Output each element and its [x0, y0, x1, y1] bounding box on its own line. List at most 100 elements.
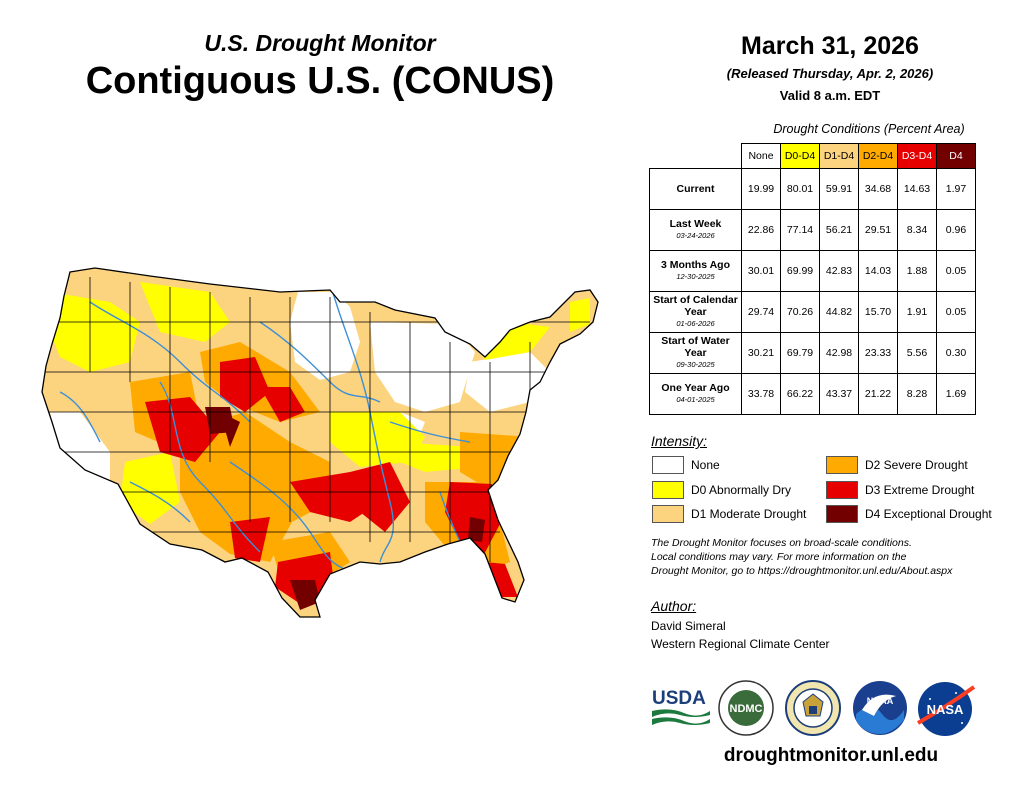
legend-swatch-d4 [826, 505, 858, 523]
table-cell: 19.99 [741, 168, 781, 210]
table-cell: 66.22 [780, 373, 820, 415]
row-label: One Year Ago 04-01-2025 [649, 373, 742, 415]
table-row: One Year Ago 04-01-2025 33.78 66.22 43.37 21.… [649, 373, 976, 415]
row-date: 01-06-2026 [676, 319, 715, 328]
row-label: Start of Calendar Year 01-06-2026 [649, 291, 742, 333]
row-label-text: Last Week [669, 218, 722, 230]
table-cell: 1.91 [897, 291, 937, 333]
legend-swatch-d3 [826, 481, 858, 499]
table-cell: 77.14 [780, 209, 820, 251]
table-cell: 0.05 [936, 291, 976, 333]
map-title: Contiguous U.S. (CONUS) [85, 60, 555, 102]
intensity-heading: Intensity: [651, 433, 708, 449]
table-cell: 30.01 [741, 250, 781, 292]
disclaimer-note: The Drought Monitor focuses on broad-sca… [651, 536, 1011, 578]
table-cell: 56.21 [819, 209, 859, 251]
nasa-logo: NASA [917, 682, 976, 736]
table-cell: 14.63 [897, 168, 937, 210]
row-label: Current [649, 168, 742, 210]
table-cell: 69.79 [780, 332, 820, 374]
table-cell: 23.33 [858, 332, 898, 374]
author-organization: Western Regional Climate Center [651, 637, 830, 651]
table-cell: 1.88 [897, 250, 937, 292]
legend-label-d2: D2 Severe Drought [865, 458, 968, 472]
usda-logo: USDA [652, 688, 710, 725]
author-name: David Simeral [651, 619, 726, 633]
row-label: Start of Water Year 09-30-2025 [649, 332, 742, 374]
table-cell: 0.96 [936, 209, 976, 251]
row-label: 3 Months Ago 12-30-2025 [649, 250, 742, 292]
legend-label-none: None [691, 458, 720, 472]
row-date: 12-30-2025 [676, 272, 715, 281]
author-heading: Author: [651, 598, 697, 614]
column-header-d4: D4 [936, 143, 976, 169]
column-header-d1-d4: D1-D4 [819, 143, 859, 169]
ndmc-logo-text: NDMC [730, 703, 763, 715]
row-label-text: Current [676, 183, 715, 195]
note-line-2: Local conditions may vary. For more info… [651, 551, 907, 563]
commerce-seal-icon [785, 680, 841, 736]
valid-time: Valid 8 a.m. EDT [779, 88, 881, 103]
table-cell: 80.01 [780, 168, 820, 210]
legend-label-d3: D3 Extreme Drought [865, 483, 975, 497]
map-date: March 31, 2026 [741, 32, 919, 60]
table-row: Last Week 03-24-2026 22.86 77.14 56.21 29.51 8… [649, 209, 976, 251]
table-cell: 29.74 [741, 291, 781, 333]
row-label-text: One Year Ago [661, 382, 730, 394]
row-label: Last Week 03-24-2026 [649, 209, 742, 251]
legend-swatch-d0 [652, 481, 684, 499]
table-row: 3 Months Ago 12-30-2025 30.01 69.99 42.83 14.… [649, 250, 976, 292]
table-cell: 69.99 [780, 250, 820, 292]
column-header-none: None [741, 143, 781, 169]
table-cell: 0.30 [936, 332, 976, 374]
row-label-text: 3 Months Ago [660, 259, 731, 271]
table-corner [649, 143, 742, 169]
noaa-logo-text: NOAA [867, 696, 894, 706]
table-cell: 29.51 [858, 209, 898, 251]
table-cell: 8.28 [897, 373, 937, 415]
column-header-d3-d4: D3-D4 [897, 143, 937, 169]
row-label-text: Start of Calendar Year [653, 294, 738, 318]
legend-label-d1: D1 Moderate Drought [691, 507, 807, 521]
drought-map [41, 267, 599, 618]
note-line-3: Drought Monitor, go to https://droughtmo… [651, 565, 953, 577]
website-url[interactable]: droughtmonitor.unl.edu [723, 745, 939, 766]
table-cell: 43.37 [819, 373, 859, 415]
table-cell: 70.26 [780, 291, 820, 333]
table-cell: 30.21 [741, 332, 781, 374]
usda-logo-text: USDA [652, 688, 706, 709]
table-cell: 1.69 [936, 373, 976, 415]
ndmc-logo: NDMC [718, 680, 774, 736]
table-cell: 44.82 [819, 291, 859, 333]
table-caption: Drought Conditions (Percent Area) [773, 122, 965, 136]
table-cell: 42.98 [819, 332, 859, 374]
table-cell: 5.56 [897, 332, 937, 374]
table-cell: 59.91 [819, 168, 859, 210]
table-cell: 21.22 [858, 373, 898, 415]
table-row: Start of Water Year 09-30-2025 30.21 69.79 4… [649, 332, 976, 374]
table-cell: 15.70 [858, 291, 898, 333]
table-cell: 1.97 [936, 168, 976, 210]
row-date: 03-24-2026 [676, 231, 715, 240]
legend-swatch-d2 [826, 456, 858, 474]
table-cell: 0.05 [936, 250, 976, 292]
table-cell: 34.68 [858, 168, 898, 210]
legend-label-d0: D0 Abnormally Dry [691, 483, 792, 497]
map-supertitle: U.S. Drought Monitor [204, 30, 436, 56]
legend-swatch-d1 [652, 505, 684, 523]
table-cell: 42.83 [819, 250, 859, 292]
note-line-1: The Drought Monitor focuses on broad-sca… [651, 537, 912, 549]
release-date: (Released Thursday, Apr. 2, 2026) [726, 66, 934, 81]
legend-swatch-none [652, 456, 684, 474]
legend-label-d4: D4 Exceptional Drought [865, 507, 992, 521]
row-label-text: Start of Water Year [661, 335, 730, 359]
table-cell: 8.34 [897, 209, 937, 251]
nasa-logo-text: NASA [927, 702, 964, 717]
row-date: 04-01-2025 [676, 395, 715, 404]
column-header-d2-d4: D2-D4 [858, 143, 898, 169]
drought-conditions-table: None D0-D4 D1-D4 D2-D4 D3-D4 D4 Current 1… [649, 143, 976, 415]
table-header-row: None D0-D4 D1-D4 D2-D4 D3-D4 D4 [649, 143, 976, 169]
table-row: Start of Calendar Year 01-06-2026 29.74 70.… [649, 291, 976, 333]
table-row: Current 19.99 80.01 59.91 34.68 14.63 1.97 [649, 168, 976, 210]
table-cell: 33.78 [741, 373, 781, 415]
